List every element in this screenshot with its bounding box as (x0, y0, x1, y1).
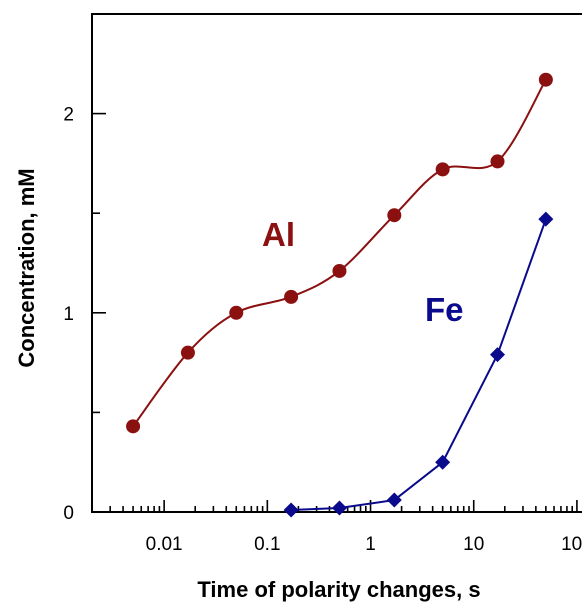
data-point-al (229, 305, 244, 320)
data-point-al (332, 263, 347, 278)
series-label-al: Al (262, 216, 295, 253)
data-point-fe (283, 502, 299, 518)
y-tick-label: 1 (63, 304, 74, 325)
y-tick-label: 2 (63, 105, 74, 126)
x-tick-label: 1 (365, 534, 376, 555)
data-point-fe (331, 500, 347, 516)
data-point-al (126, 419, 141, 434)
plot-frame (91, 13, 582, 513)
y-tick-label: 0 (63, 503, 74, 524)
series-line-fe (291, 218, 547, 512)
y-axis-label: Concentration, mM (14, 168, 39, 367)
data-point-al (180, 345, 195, 360)
data-point-fe (435, 454, 451, 470)
x-tick-label: 100 (561, 534, 582, 555)
x-tick-label: 0.1 (254, 534, 280, 555)
series-layer (126, 72, 554, 518)
x-tick-label: 10 (463, 534, 484, 555)
x-axis-label: Time of polarity changes, s (197, 577, 480, 602)
y-axis-ticks: 0 1 2 (63, 105, 106, 524)
series-label-fe: Fe (425, 291, 464, 328)
data-point-al (490, 154, 505, 169)
data-point-al (538, 72, 553, 87)
data-point-al (387, 208, 402, 223)
x-tick-label: 0.01 (146, 534, 183, 555)
data-point-al (435, 162, 450, 177)
data-point-fe (490, 347, 506, 363)
series-line-al (132, 79, 547, 427)
data-point-fe (386, 492, 402, 508)
data-point-al (284, 289, 299, 304)
data-point-fe (538, 211, 554, 227)
